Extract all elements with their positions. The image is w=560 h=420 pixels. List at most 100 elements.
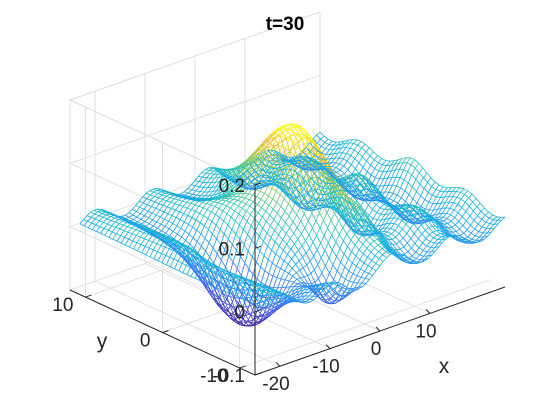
- mesh-line: [334, 213, 340, 221]
- mesh-line: [234, 187, 240, 191]
- mesh-line: [430, 242, 435, 248]
- mesh-line: [466, 225, 471, 231]
- mesh-line: [258, 236, 264, 242]
- mesh-line: [160, 216, 165, 220]
- mesh-line: [242, 306, 247, 308]
- mesh-line: [282, 239, 288, 245]
- mesh-line: [210, 177, 216, 183]
- mesh-line: [265, 146, 270, 157]
- mesh-line: [383, 171, 388, 179]
- mesh-line: [294, 243, 299, 251]
- mesh-line: [299, 184, 304, 196]
- mesh-line: [226, 205, 231, 209]
- mesh-line: [318, 180, 323, 187]
- mesh-line: [191, 249, 196, 254]
- mesh-line: [313, 255, 319, 265]
- mesh-line: [271, 241, 276, 251]
- mesh-line: [222, 203, 227, 207]
- mesh-line: [235, 233, 241, 240]
- mesh-line: [302, 286, 308, 289]
- mesh-line: [276, 194, 281, 203]
- mesh-line: [213, 286, 219, 291]
- mesh-line: [234, 277, 239, 280]
- mesh-line: [248, 256, 253, 270]
- mesh-line: [394, 225, 399, 231]
- mesh-line: [266, 311, 272, 315]
- mesh-line: [191, 209, 196, 212]
- mesh-line: [232, 175, 237, 180]
- mesh-line: [271, 249, 276, 255]
- mesh-line: [193, 199, 198, 201]
- mesh-line: [212, 190, 217, 192]
- mesh-line: [239, 217, 244, 226]
- mesh-line: [166, 200, 171, 203]
- mesh-line: [285, 138, 290, 149]
- mesh-line: [427, 177, 432, 183]
- mesh-line: [378, 254, 383, 259]
- mesh-line: [154, 193, 159, 197]
- mesh-line: [141, 225, 146, 229]
- mesh-line: [296, 129, 301, 135]
- mesh-line: [232, 275, 237, 278]
- mesh-line: [223, 194, 228, 197]
- mesh-line: [202, 263, 208, 268]
- mesh-line: [430, 247, 436, 253]
- mesh-line: [215, 272, 220, 277]
- mesh-line: [321, 289, 326, 295]
- mesh-line: [222, 292, 228, 300]
- mesh-line: [237, 201, 242, 207]
- mesh-line: [181, 262, 187, 266]
- mesh-line: [284, 301, 289, 305]
- mesh-line: [263, 255, 269, 261]
- mesh-line: [275, 245, 280, 255]
- mesh-line: [170, 238, 176, 242]
- mesh-line: [183, 256, 188, 262]
- mesh-line: [265, 309, 270, 313]
- mesh-line: [136, 236, 141, 243]
- mesh-line: [216, 229, 221, 239]
- mesh-line: [266, 142, 271, 147]
- mesh-line: [321, 148, 326, 154]
- mesh-line: [298, 249, 303, 258]
- mesh-line: [285, 227, 291, 234]
- grid-line-x: [94, 91, 281, 367]
- mesh-line: [297, 238, 303, 247]
- mesh-line: [210, 211, 216, 215]
- mesh-line: [128, 212, 133, 216]
- mesh-line: [290, 289, 296, 295]
- mesh-line: [258, 223, 264, 229]
- mesh-line: [149, 247, 154, 251]
- mesh-line: [230, 210, 235, 218]
- mesh-line: [371, 260, 376, 264]
- mesh-line: [268, 300, 273, 305]
- mesh-line: [159, 211, 165, 218]
- mesh-line: [226, 213, 232, 218]
- mesh-line: [149, 228, 155, 232]
- mesh-line: [451, 187, 456, 192]
- mesh-line: [139, 230, 145, 234]
- mesh-line: [196, 274, 201, 281]
- mesh-line: [139, 207, 145, 210]
- mesh-line: [294, 249, 299, 255]
- mesh-line: [216, 185, 221, 191]
- mesh-line: [92, 229, 97, 232]
- mesh-line: [149, 225, 154, 229]
- mesh-line: [199, 213, 204, 217]
- mesh-line: [425, 227, 430, 231]
- mesh-line: [221, 292, 227, 304]
- mesh-line: [398, 158, 403, 164]
- mesh-line: [335, 157, 340, 164]
- mesh-line: [296, 227, 302, 235]
- mesh-line: [250, 218, 255, 226]
- mesh-line: [231, 172, 237, 177]
- mesh-line: [227, 194, 233, 197]
- mesh-line: [362, 151, 367, 158]
- mesh-line: [179, 255, 185, 260]
- mesh-line: [225, 255, 230, 268]
- mesh-line: [468, 201, 474, 207]
- mesh-line: [368, 268, 373, 274]
- mesh-line: [241, 197, 246, 202]
- mesh-line: [206, 203, 211, 206]
- mesh-line: [274, 230, 279, 236]
- mesh-line: [192, 230, 198, 238]
